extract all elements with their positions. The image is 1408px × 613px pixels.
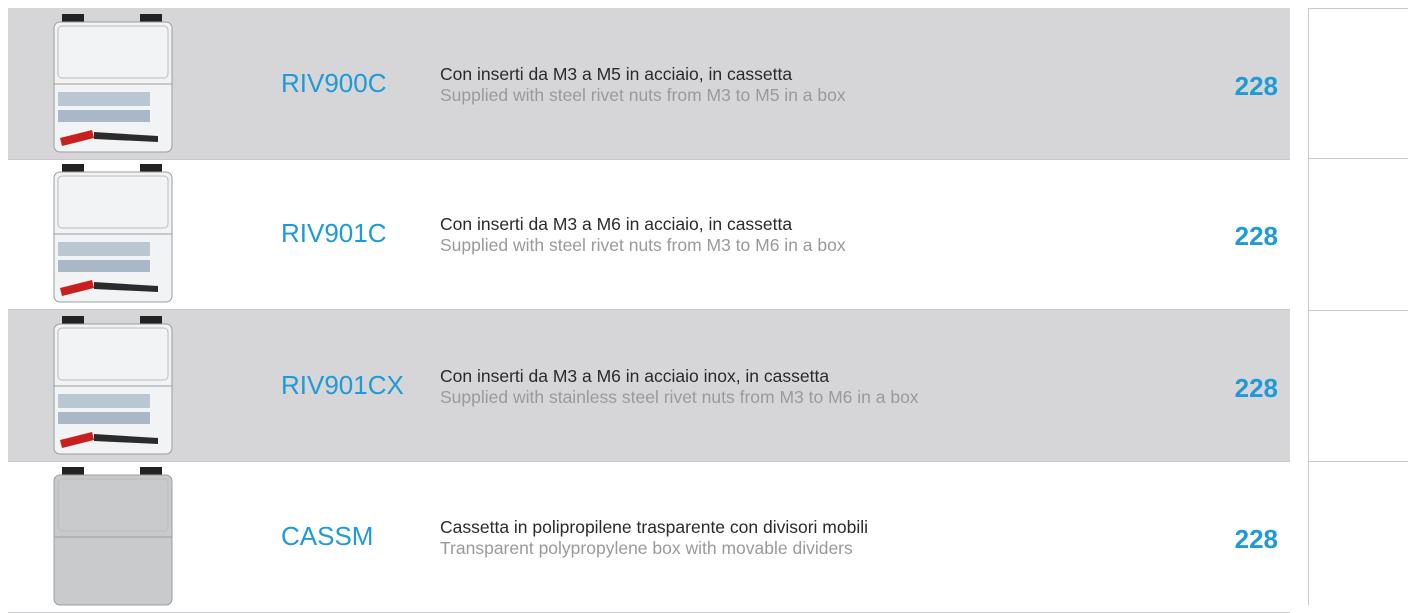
product-row: RIV901CX Con inserti da M3 a M6 in acciai… [8,310,1290,462]
description-it: Con inserti da M3 a M6 in acciaio, in ca… [440,214,793,234]
page-number: 228 [1234,373,1278,403]
product-code: RIV901CX [281,370,404,400]
description-en: Supplied with steel rivet nuts from M3 t… [440,85,846,105]
product-code: RIV901C [281,218,387,248]
product-image [53,467,173,606]
description-en: Transparent polypropylene box with movab… [440,538,853,558]
product-row: RIV901C Con inserti da M3 a M6 in acciaio… [8,158,1290,310]
product-thumb [48,316,178,461]
description-it: Con inserti da M3 a M6 in acciaio inox, … [440,366,830,386]
side-cell [1308,8,1408,159]
description-en: Supplied with steel rivet nuts from M3 t… [440,235,846,255]
product-row: CASSM Cassetta in polipropilene trasparen… [8,461,1290,613]
page-number: 228 [1234,71,1278,101]
side-cell [1308,158,1408,311]
product-image [53,316,173,455]
side-cell [1308,461,1408,605]
page-number: 228 [1234,221,1278,251]
product-row: RIV900C Con inserti da M3 a M5 in acciaio… [8,8,1290,160]
product-thumb [48,467,178,612]
product-image [53,14,173,153]
description-it: Con inserti da M3 a M5 in acciaio, in ca… [440,64,793,84]
page-number: 228 [1234,524,1278,554]
product-code: RIV900C [281,68,387,98]
product-thumb [48,164,178,309]
side-cell [1308,310,1408,462]
product-thumb [48,14,178,159]
product-code: CASSM [281,521,374,551]
description-en: Supplied with stainless steel rivet nuts… [440,387,919,407]
description-it: Cassetta in polipropilene trasparente co… [440,517,868,537]
product-image [53,164,173,303]
